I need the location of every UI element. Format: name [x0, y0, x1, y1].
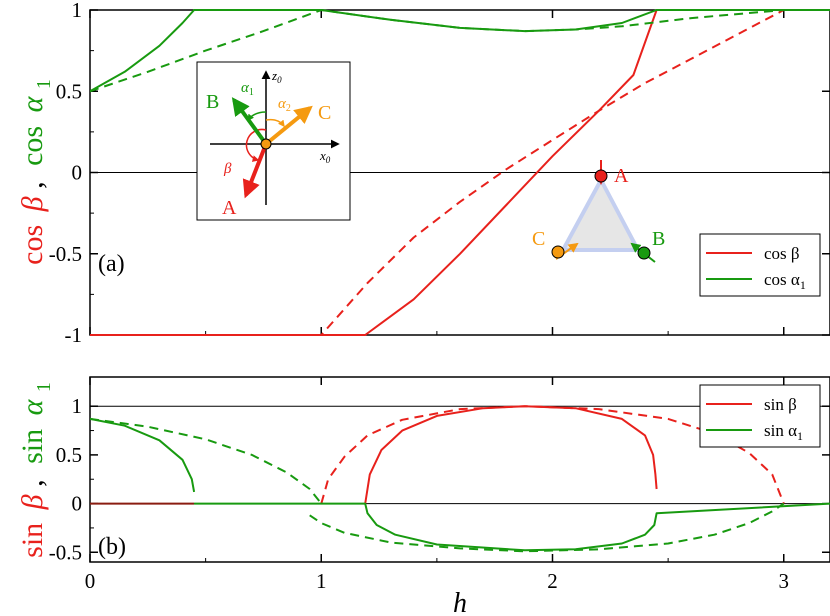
inset-label-B: B	[206, 91, 219, 113]
triangle-label-A: A	[614, 165, 629, 187]
panel-a-legend: cos β cos α1	[699, 233, 821, 297]
xtick-label-3: 3	[779, 569, 790, 593]
legend-b-sin-alpha1-text: sin α	[764, 421, 797, 440]
inset-label-alpha1: α1	[241, 80, 254, 98]
triangle-label-B: B	[652, 228, 665, 250]
triangle-shape	[561, 178, 640, 252]
xtick-label-2: 2	[547, 569, 558, 593]
ytick-label-a-0: 1	[72, 0, 83, 22]
series-b-1	[320, 405, 785, 504]
triangle-site-B	[637, 246, 651, 260]
inset-alpha2-text: α	[278, 96, 287, 112]
ylabel-b-sin1: sin	[16, 523, 49, 558]
ylabel-a-sub: 1	[33, 79, 55, 89]
inset-vector-box	[196, 61, 351, 221]
panel-a-ylabel: cos β , cos α 1	[16, 79, 55, 265]
panel-a-ticks: 1 0.5 0 -0.5 -1	[49, 0, 830, 347]
series-b-4	[90, 417, 323, 505]
ytick-label-a-2: 0	[72, 161, 83, 185]
inset-x-label-sub: 0	[326, 155, 331, 165]
inset-label-beta: β	[223, 161, 232, 177]
ylabel-b-alpha: α	[16, 398, 49, 415]
series-a-1	[90, 9, 830, 336]
ylabel-b-sub: 1	[33, 382, 55, 392]
triangle-site-A	[594, 169, 608, 183]
series-b-5	[194, 502, 830, 552]
inset-label-C: C	[318, 102, 331, 124]
triangle-site-C	[551, 245, 565, 259]
triangle-label-C: C	[532, 228, 545, 250]
inset-alpha1-sub: 1	[249, 87, 254, 98]
panel-a-label: (a)	[98, 251, 125, 277]
ytick-label-b-0: 1	[72, 394, 83, 418]
ylabel-a-alpha: α	[16, 95, 49, 112]
series-a-0	[90, 9, 830, 336]
ylabel-a-beta: β	[16, 196, 49, 212]
ytick-label-b-3: -0.5	[49, 540, 82, 564]
inset-x-label: x0	[319, 148, 331, 165]
ylabel-b-sin2: sin	[16, 429, 49, 464]
ytick-label-a-3: -0.5	[49, 242, 82, 266]
ylabel-a-cos2: cos	[16, 126, 49, 166]
inset-z-label-sub: 0	[277, 75, 282, 85]
ylabel-b-comma: ,	[16, 479, 49, 487]
panel-b-frame	[89, 376, 830, 563]
x-axis-label: h	[453, 588, 467, 616]
inset-alpha2-arc	[265, 118, 285, 128]
series-b-3	[90, 417, 196, 493]
legend-b-sin-alpha1: sin α1	[764, 421, 803, 443]
series-a-3	[90, 9, 830, 93]
legend-a-cos-beta: cos β	[764, 244, 800, 263]
legend-a-cos-alpha1-sub: 1	[800, 278, 806, 292]
inset-alpha2-sub: 2	[286, 103, 291, 114]
inset-label-alpha2: α2	[278, 96, 291, 114]
ylabel-a-comma: ,	[16, 181, 49, 189]
panel-b-label: (b)	[98, 534, 126, 560]
panel-b-ticks: 10.50-0.50 1 2 3	[49, 377, 830, 593]
panel-b-series	[90, 405, 830, 553]
inset-vector-diagram: z0 x0 B C A α1 α2 β	[196, 61, 351, 221]
ytick-label-b-1: 0.5	[56, 443, 82, 467]
legend-a-cos-alpha1-text: cos α	[764, 270, 800, 289]
ytick-label-a-1: 0.5	[56, 79, 82, 103]
inset-z-label-text: z	[271, 68, 277, 83]
panel-a-series	[90, 9, 830, 336]
inset-triangle: A C B	[532, 160, 665, 263]
inset-z-label: z0	[271, 68, 282, 85]
panel-b-legend: sin β sin α1	[699, 384, 821, 448]
legend-a-box	[699, 233, 821, 297]
ytick-label-a-4: -1	[65, 323, 83, 347]
inset-vector-A	[242, 143, 268, 199]
inset-x-label-text: x	[319, 148, 326, 163]
legend-b-sin-beta: sin β	[764, 395, 797, 414]
inset-beta-arc	[245, 128, 267, 162]
ylabel-a-cos1: cos	[16, 225, 49, 265]
inset-label-A: A	[222, 197, 237, 219]
panel-b-ylabel: sin β , sin α 1	[16, 382, 55, 558]
legend-b-sin-alpha1-sub: 1	[797, 429, 803, 443]
ylabel-b-beta: β	[16, 494, 49, 510]
inset-alpha1-text: α	[241, 80, 250, 96]
inset-vector-B	[231, 97, 268, 146]
legend-b-box	[699, 384, 821, 448]
xtick-label-1: 1	[316, 569, 327, 593]
ytick-label-b-2: 0	[72, 492, 83, 516]
legend-a-cos-alpha1: cos α1	[764, 270, 806, 292]
inset-origin	[260, 138, 272, 150]
inset-vector-C	[264, 105, 313, 146]
xtick-label-0: 0	[85, 569, 96, 593]
series-b-6	[309, 502, 785, 553]
series-b-0	[364, 405, 658, 504]
